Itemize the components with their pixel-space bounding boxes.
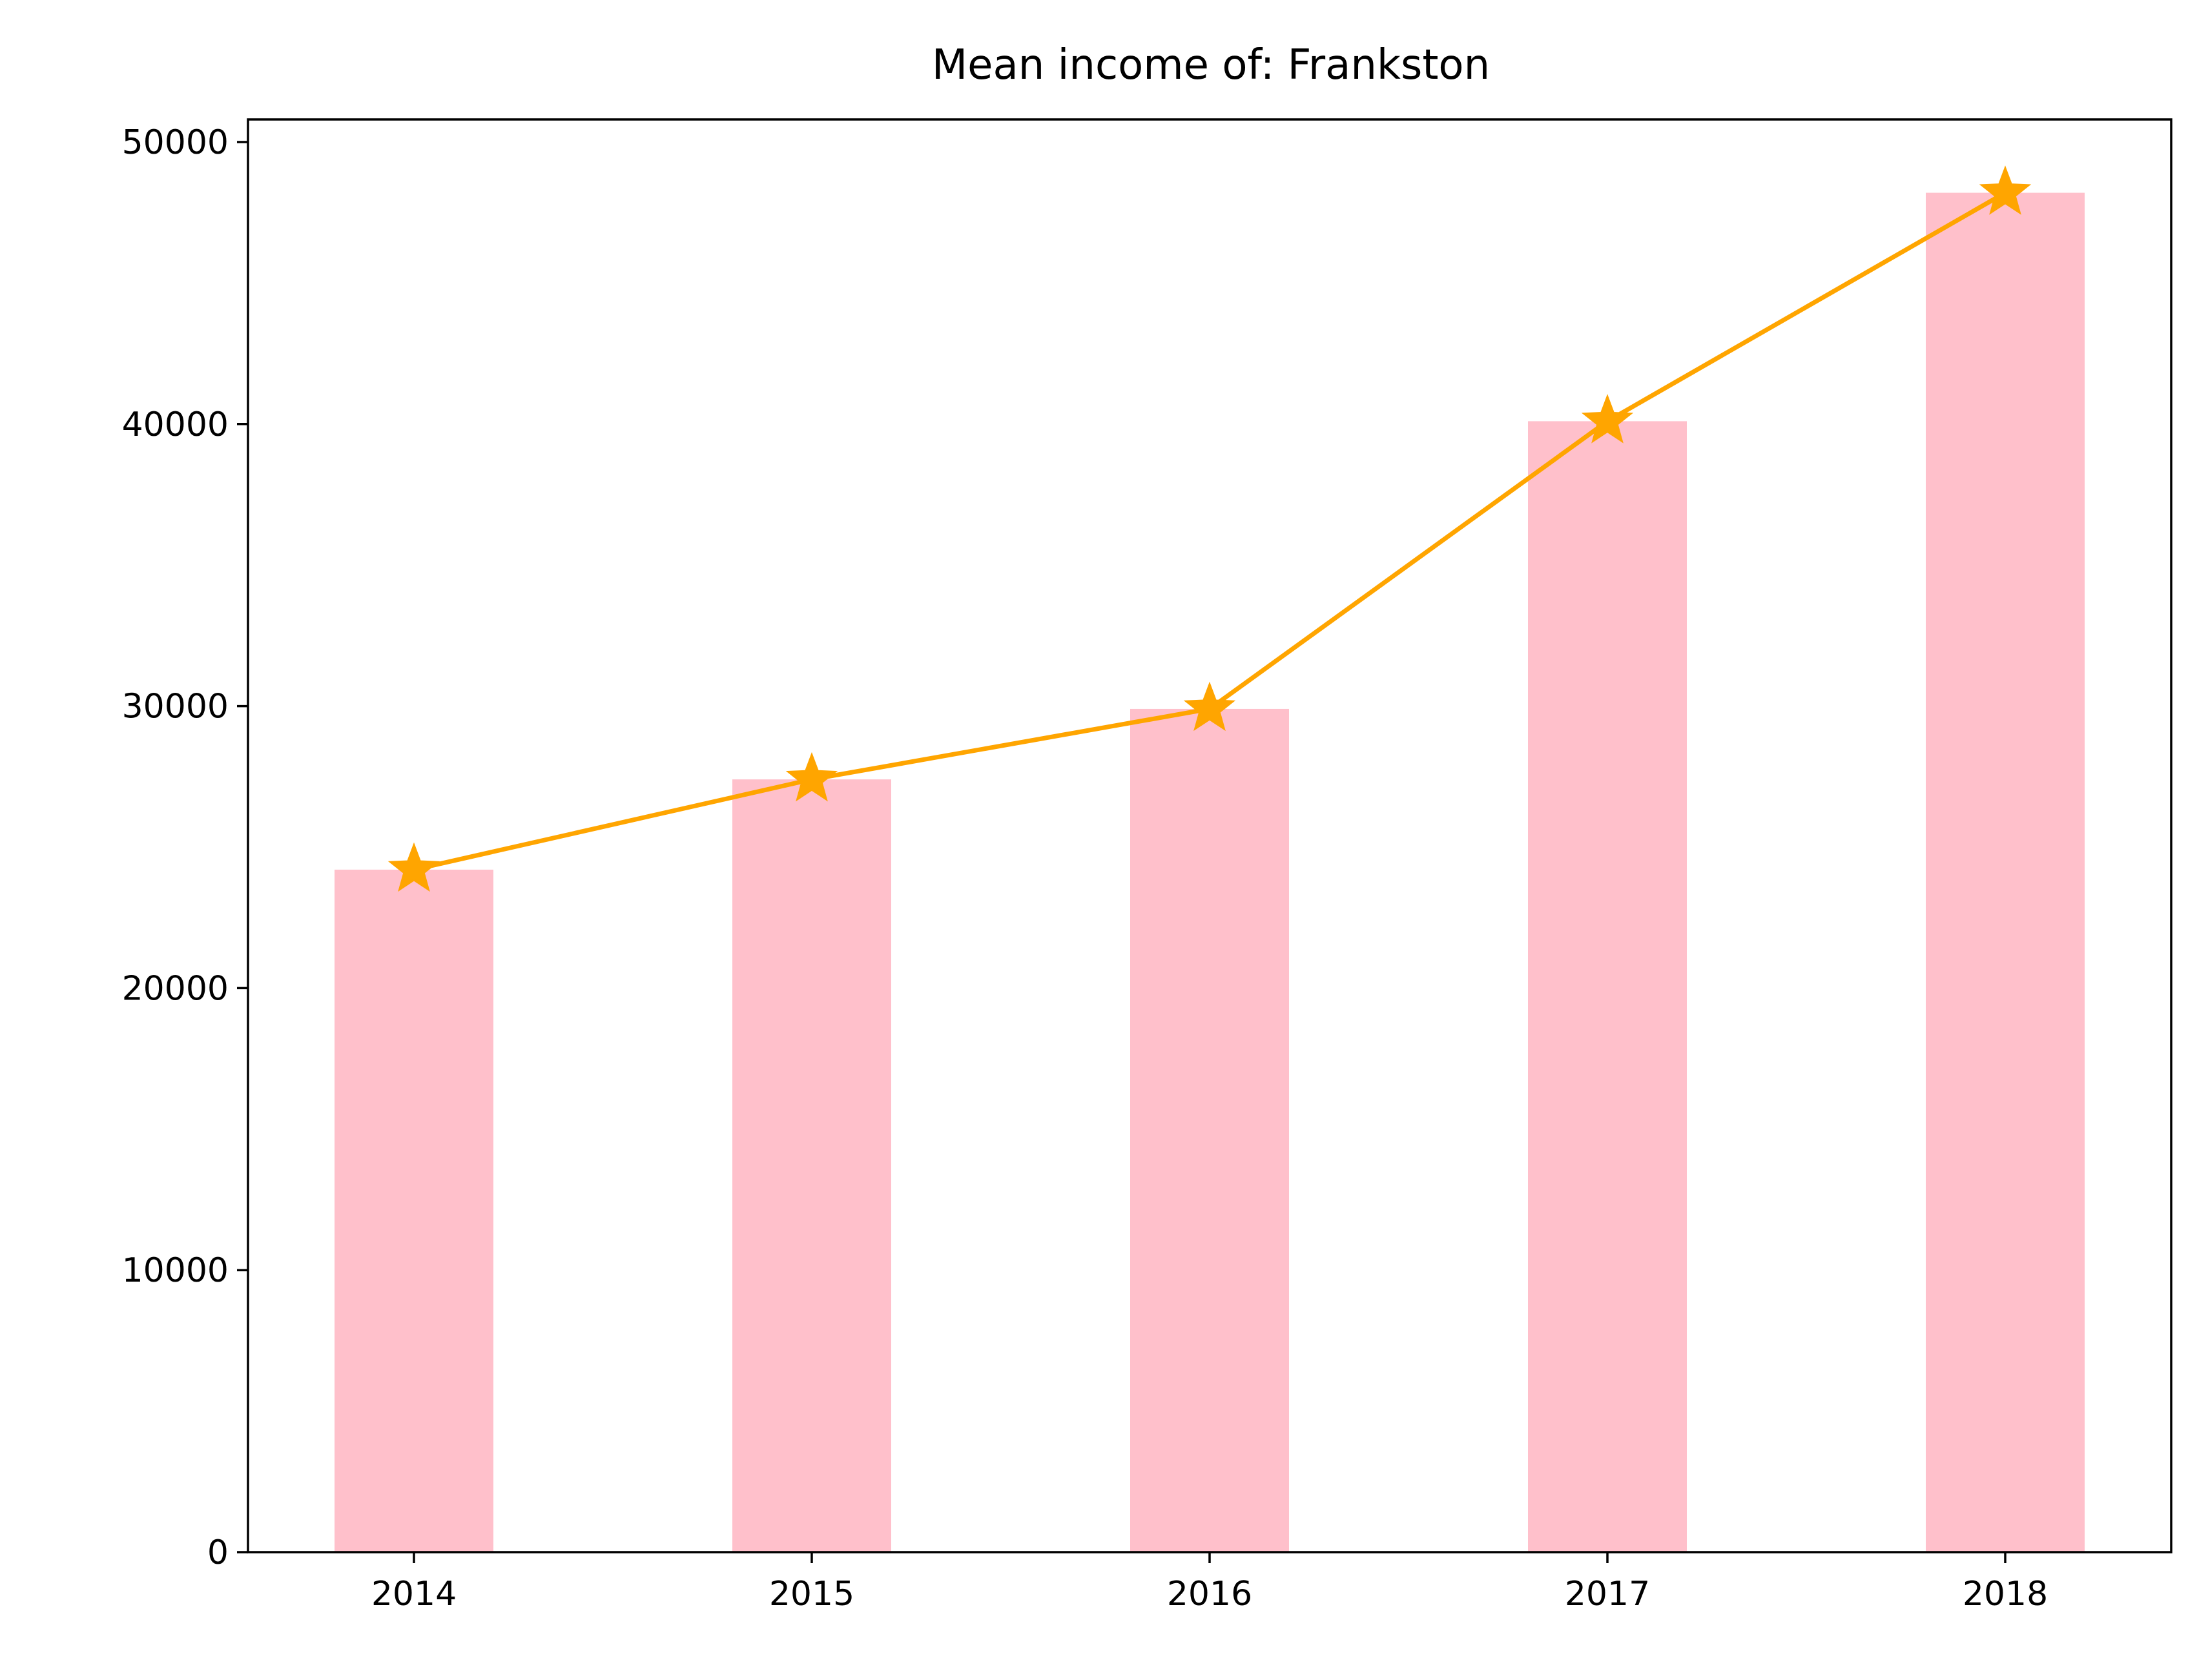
x-tick-label: 2014 [371,1575,457,1613]
bar-2017 [1528,421,1687,1552]
x-tick-label: 2017 [1565,1575,1650,1613]
bar-group [335,192,2085,1553]
axes: 0 10000 20000 30000 40000 50000 2014 2015 2016 20… [122,118,2172,1613]
point-2017 [1581,394,1634,444]
x-tick-label: 2016 [1167,1575,1252,1613]
point-2014 [387,842,440,892]
x-tick-label: 2018 [1963,1575,2048,1613]
line-series [387,165,2032,892]
bar-2018 [1926,192,2085,1553]
bar-2015 [732,779,891,1552]
y-tick-label: 40000 [122,405,229,444]
point-2015 [785,752,838,802]
y-tick-label: 0 [207,1533,229,1572]
bar-2014 [335,869,493,1552]
y-tick-label: 10000 [122,1251,229,1290]
y-tick-label: 20000 [122,969,229,1008]
point-2016 [1183,681,1236,732]
bar-2016 [1130,708,1289,1552]
y-tick-label: 50000 [122,123,229,162]
y-tick-label: 30000 [122,688,229,726]
chart-title: Mean income of: Frankston [932,41,1490,89]
x-tick-label: 2015 [769,1575,854,1613]
point-2018 [1979,165,2032,215]
